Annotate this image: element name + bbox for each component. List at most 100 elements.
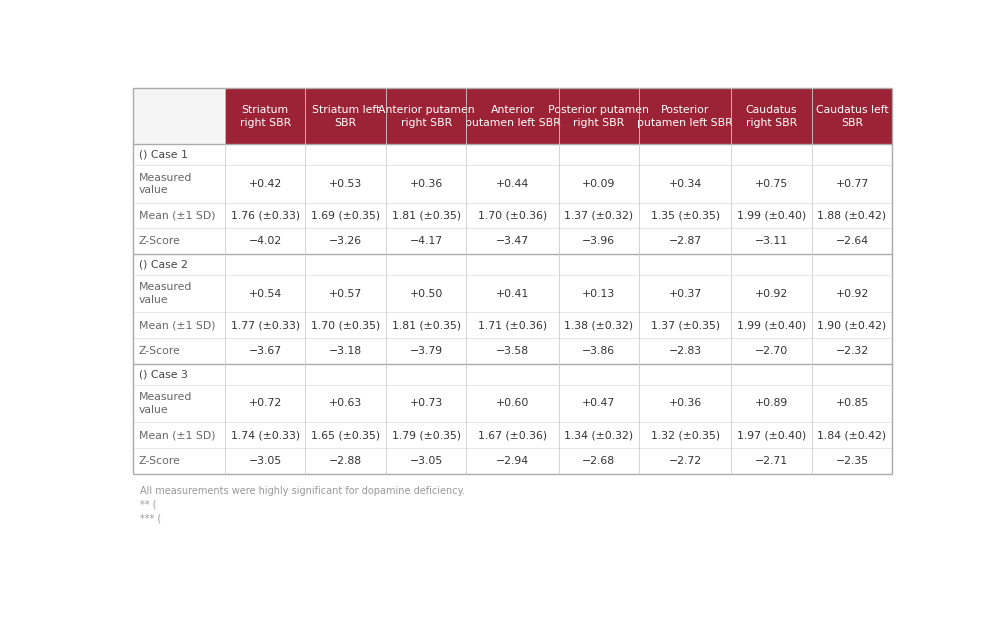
Text: −2.71: −2.71 (755, 456, 788, 466)
Text: ** (: ** ( (140, 500, 157, 510)
Text: −3.96: −3.96 (582, 236, 615, 247)
Text: +0.44: +0.44 (496, 179, 529, 189)
Text: Measured
value: Measured value (139, 392, 192, 415)
Text: Z-Score: Z-Score (139, 346, 181, 356)
Text: Posterior putamen
right SBR: Posterior putamen right SBR (548, 105, 649, 127)
Text: +0.72: +0.72 (249, 398, 282, 408)
Text: −2.70: −2.70 (755, 346, 788, 356)
Text: 1.32 (±0.35): 1.32 (±0.35) (651, 430, 720, 440)
Text: +0.63: +0.63 (329, 398, 362, 408)
Text: +0.92: +0.92 (835, 288, 869, 299)
Text: Posterior
putamen left SBR: Posterior putamen left SBR (637, 105, 733, 127)
Text: 1.69 (±0.35): 1.69 (±0.35) (311, 210, 380, 221)
Text: +0.89: +0.89 (755, 398, 788, 408)
Text: −2.35: −2.35 (835, 456, 869, 466)
Text: 1.38 (±0.32): 1.38 (±0.32) (564, 320, 633, 330)
Text: 1.34 (±0.32): 1.34 (±0.32) (564, 430, 633, 440)
Text: 1.67 (±0.36): 1.67 (±0.36) (478, 430, 547, 440)
Text: −2.68: −2.68 (582, 456, 615, 466)
Text: 1.90 (±0.42): 1.90 (±0.42) (817, 320, 887, 330)
Text: −3.47: −3.47 (496, 236, 529, 247)
Text: 1.37 (±0.35): 1.37 (±0.35) (651, 320, 720, 330)
Text: −3.58: −3.58 (496, 346, 529, 356)
Text: () Case 3: () Case 3 (139, 370, 188, 379)
Bar (639, 88, 731, 145)
Text: Anterior putamen
right SBR: Anterior putamen right SBR (378, 105, 474, 127)
Text: +0.47: +0.47 (582, 398, 615, 408)
Text: −3.11: −3.11 (755, 236, 788, 247)
Text: Mean (±1 SD): Mean (±1 SD) (139, 210, 215, 221)
Text: +0.36: +0.36 (410, 179, 443, 189)
Text: −2.94: −2.94 (496, 456, 529, 466)
Text: +0.92: +0.92 (755, 288, 788, 299)
Text: +0.13: +0.13 (582, 288, 615, 299)
Text: −3.05: −3.05 (410, 456, 443, 466)
Text: Z-Score: Z-Score (139, 456, 181, 466)
Text: −3.67: −3.67 (249, 346, 282, 356)
Bar (386, 88, 466, 145)
Text: −4.17: −4.17 (410, 236, 443, 247)
Text: −2.88: −2.88 (329, 456, 362, 466)
Text: +0.53: +0.53 (329, 179, 362, 189)
Text: Striatum
right SBR: Striatum right SBR (240, 105, 291, 127)
Text: −2.64: −2.64 (835, 236, 869, 247)
Text: 1.79 (±0.35): 1.79 (±0.35) (392, 430, 461, 440)
Text: *** (: *** ( (140, 514, 162, 524)
Text: +0.50: +0.50 (409, 288, 443, 299)
Text: −3.05: −3.05 (249, 456, 282, 466)
Text: Measured
value: Measured value (139, 172, 192, 195)
Text: 1.76 (±0.33): 1.76 (±0.33) (231, 210, 300, 221)
Text: +0.36: +0.36 (669, 398, 702, 408)
Text: 1.65 (±0.35): 1.65 (±0.35) (311, 430, 380, 440)
Text: Mean (±1 SD): Mean (±1 SD) (139, 320, 215, 330)
Text: +0.75: +0.75 (755, 179, 788, 189)
Text: 1.77 (±0.33): 1.77 (±0.33) (231, 320, 300, 330)
Text: Z-Score: Z-Score (139, 236, 181, 247)
Bar (731, 88, 812, 145)
Text: () Case 2: () Case 2 (139, 259, 188, 269)
Text: +0.54: +0.54 (249, 288, 282, 299)
Text: −4.02: −4.02 (249, 236, 282, 247)
Text: 1.70 (±0.35): 1.70 (±0.35) (311, 320, 380, 330)
Text: 1.99 (±0.40): 1.99 (±0.40) (737, 210, 806, 221)
Text: −2.83: −2.83 (669, 346, 702, 356)
Text: All measurements were highly significant for dopamine deficiency.: All measurements were highly significant… (140, 486, 466, 496)
Text: +0.37: +0.37 (669, 288, 702, 299)
Text: 1.70 (±0.36): 1.70 (±0.36) (478, 210, 547, 221)
Text: Mean (±1 SD): Mean (±1 SD) (139, 430, 215, 440)
Text: 1.81 (±0.35): 1.81 (±0.35) (392, 210, 461, 221)
Text: −2.72: −2.72 (669, 456, 702, 466)
Bar (559, 88, 639, 145)
Bar (133, 88, 225, 145)
Text: +0.85: +0.85 (835, 398, 869, 408)
Text: −3.79: −3.79 (410, 346, 443, 356)
Text: Measured
value: Measured value (139, 282, 192, 305)
Text: 1.99 (±0.40): 1.99 (±0.40) (737, 320, 806, 330)
Text: Caudatus
right SBR: Caudatus right SBR (746, 105, 797, 127)
Text: +0.60: +0.60 (496, 398, 529, 408)
Bar (305, 88, 386, 145)
Text: 1.81 (±0.35): 1.81 (±0.35) (392, 320, 461, 330)
Text: 1.37 (±0.32): 1.37 (±0.32) (564, 210, 633, 221)
Text: () Case 1: () Case 1 (139, 150, 188, 160)
Text: Anterior
putamen left SBR: Anterior putamen left SBR (465, 105, 560, 127)
Text: +0.77: +0.77 (835, 179, 869, 189)
Text: +0.73: +0.73 (410, 398, 443, 408)
Text: −3.86: −3.86 (582, 346, 615, 356)
Text: Caudatus left
SBR: Caudatus left SBR (816, 105, 888, 127)
Text: −2.32: −2.32 (835, 346, 869, 356)
Text: 1.88 (±0.42): 1.88 (±0.42) (817, 210, 887, 221)
Text: 1.84 (±0.42): 1.84 (±0.42) (817, 430, 887, 440)
Text: 1.71 (±0.36): 1.71 (±0.36) (478, 320, 547, 330)
Text: +0.34: +0.34 (669, 179, 702, 189)
Text: −2.87: −2.87 (669, 236, 702, 247)
Text: 1.97 (±0.40): 1.97 (±0.40) (737, 430, 806, 440)
Text: −3.26: −3.26 (329, 236, 362, 247)
Text: +0.41: +0.41 (496, 288, 529, 299)
Text: 1.74 (±0.33): 1.74 (±0.33) (231, 430, 300, 440)
Text: +0.57: +0.57 (329, 288, 362, 299)
Text: Striatum left
SBR: Striatum left SBR (312, 105, 380, 127)
Text: 1.35 (±0.35): 1.35 (±0.35) (651, 210, 720, 221)
Text: −3.18: −3.18 (329, 346, 362, 356)
Bar (225, 88, 305, 145)
